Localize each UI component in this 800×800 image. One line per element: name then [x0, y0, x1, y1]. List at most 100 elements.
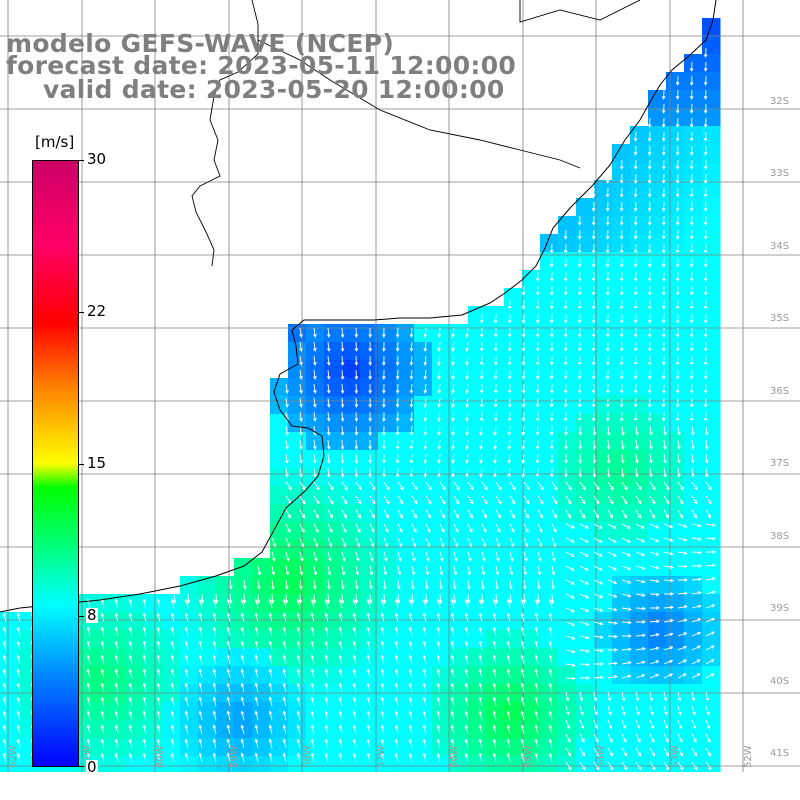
wind-arrow	[661, 131, 666, 142]
wind-speed-cell	[144, 720, 163, 739]
wind-speed-cell	[594, 630, 613, 649]
wind-arrow	[114, 668, 119, 679]
wind-speed-cell	[468, 486, 487, 505]
wind-arrow	[380, 752, 385, 763]
wind-arrow	[310, 612, 315, 623]
wind-arrow	[465, 397, 469, 408]
wind-arrow	[549, 467, 554, 478]
wind-speed-cell	[108, 630, 127, 649]
wind-speed-cell	[396, 594, 415, 613]
wind-arrow	[563, 299, 568, 310]
wind-arrow	[647, 229, 652, 240]
wind-arrow	[254, 696, 259, 707]
wind-arrow	[647, 257, 652, 268]
wind-arrow	[437, 341, 441, 352]
wind-arrow	[397, 537, 403, 548]
wind-arrow	[369, 551, 374, 562]
wind-arrow	[563, 257, 568, 268]
wind-arrow	[506, 738, 511, 749]
wind-speed-cell	[432, 630, 451, 649]
wind-arrow	[607, 674, 618, 679]
wind-arrow	[422, 696, 427, 707]
wind-speed-cell	[126, 738, 145, 757]
wind-speed-cell	[288, 666, 307, 685]
wind-arrow	[310, 724, 315, 735]
wind-arrow	[495, 565, 500, 576]
wind-speed-cell	[144, 756, 163, 772]
wind-arrow	[226, 612, 231, 623]
wind-speed-cell	[378, 720, 397, 739]
wind-speed-cell	[324, 468, 343, 487]
wind-arrow	[705, 523, 716, 527]
wind-arrow	[285, 481, 292, 491]
wind-arrow	[340, 397, 345, 408]
wind-speed-cell	[468, 522, 487, 541]
wind-speed-cell	[702, 594, 721, 613]
wind-arrow	[411, 509, 417, 519]
wind-arrow	[450, 598, 455, 609]
wind-speed-cell	[576, 414, 595, 433]
wind-speed-cell	[252, 612, 271, 631]
wind-arrow	[338, 710, 343, 721]
wind-arrow	[535, 369, 540, 380]
wind-arrow	[649, 747, 655, 757]
wind-arrow	[340, 341, 345, 352]
wind-speed-cell	[666, 756, 685, 772]
wind-arrow	[520, 640, 525, 651]
wind-arrow	[397, 481, 404, 491]
wind-arrow	[395, 383, 400, 394]
wind-arrow	[703, 187, 708, 198]
wind-arrow	[691, 705, 696, 716]
wind-speed-cell	[324, 648, 343, 667]
wind-arrow	[523, 495, 530, 505]
wind-speed-cell	[522, 594, 541, 613]
wind-speed-cell	[486, 486, 505, 505]
wind-speed-cell	[270, 702, 289, 721]
wind-speed-cell	[396, 468, 415, 487]
wind-speed-cell	[306, 324, 325, 343]
wind-arrow	[257, 565, 262, 576]
wind-arrow	[689, 383, 694, 394]
wind-arrow	[338, 696, 343, 707]
wind-arrow	[537, 537, 543, 548]
wind-arrow	[366, 738, 371, 749]
wind-arrow	[492, 598, 497, 609]
wind-arrow	[549, 243, 554, 254]
wind-arrow	[354, 439, 359, 450]
wind-speed-cell	[522, 630, 541, 649]
wind-arrow	[689, 75, 694, 86]
wind-speed-cell	[360, 612, 379, 631]
wind-speed-cell	[414, 558, 433, 577]
wind-arrow	[703, 243, 708, 254]
wind-speed-cell	[666, 558, 685, 577]
wind-arrow	[481, 579, 485, 590]
wind-arrow	[605, 187, 610, 198]
wind-arrow	[548, 668, 553, 679]
wind-arrow	[425, 509, 431, 519]
wind-speed-cell	[630, 702, 649, 721]
wind-speed-cell	[684, 108, 703, 127]
wind-arrow	[548, 752, 553, 763]
wind-arrow	[677, 761, 684, 771]
wind-speed-cell	[216, 648, 235, 667]
wind-speed-cell	[540, 540, 559, 559]
wind-arrow	[408, 682, 413, 693]
wind-arrow	[691, 761, 698, 771]
wind-speed-cell	[378, 756, 397, 772]
wind-arrow	[649, 673, 660, 679]
wind-arrow	[507, 355, 512, 366]
wind-arrow	[579, 662, 590, 667]
wind-arrow	[677, 591, 688, 596]
wind-arrow	[366, 626, 371, 637]
wind-arrow	[689, 313, 694, 324]
wind-speed-cell	[666, 342, 685, 361]
wind-arrow	[380, 640, 385, 651]
wind-speed-cell	[684, 378, 703, 397]
wind-speed-cell	[630, 504, 649, 523]
wind-arrow	[408, 752, 413, 763]
wind-speed-cell	[504, 666, 523, 685]
wind-arrow	[425, 523, 431, 533]
wind-arrow	[677, 453, 681, 464]
wind-arrow	[705, 617, 716, 623]
wind-arrow	[605, 397, 610, 408]
